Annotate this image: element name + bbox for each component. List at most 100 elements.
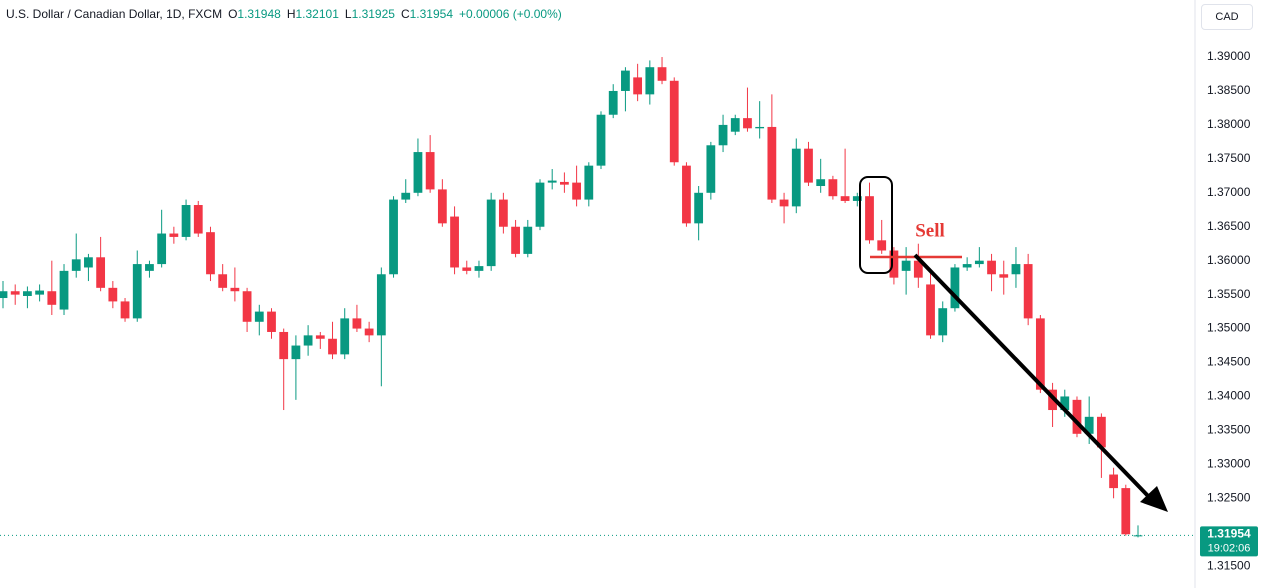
candle-body bbox=[877, 240, 887, 251]
candle-body bbox=[132, 264, 142, 319]
candle-body bbox=[108, 287, 118, 302]
candle-body bbox=[962, 264, 972, 268]
candle-body bbox=[865, 196, 874, 241]
candle-body bbox=[535, 182, 545, 227]
countdown-label: 19:02:06 bbox=[1208, 542, 1251, 554]
candle-body bbox=[254, 311, 264, 322]
y-tick-label: 1.32500 bbox=[1207, 490, 1251, 504]
candle-body bbox=[560, 181, 569, 185]
y-tick-label: 1.36000 bbox=[1207, 253, 1251, 267]
candle-body bbox=[352, 318, 362, 329]
candle-body bbox=[145, 264, 154, 271]
candle-body bbox=[889, 250, 899, 278]
candle-body bbox=[425, 152, 435, 190]
candle-body bbox=[193, 205, 203, 234]
candle-body bbox=[840, 196, 850, 201]
candle-body bbox=[852, 196, 862, 201]
symbol-title: U.S. Dollar / Canadian Dollar, 1D, FXCM bbox=[6, 7, 223, 21]
quote-value: 1.31925 bbox=[351, 7, 395, 21]
candle-body bbox=[181, 205, 191, 237]
y-tick-label: 1.37500 bbox=[1207, 151, 1251, 165]
candle-body bbox=[291, 345, 301, 360]
quote-letter: O bbox=[228, 7, 238, 21]
arrow-head bbox=[1140, 486, 1168, 512]
candle-body bbox=[0, 291, 8, 299]
candle-body bbox=[523, 226, 533, 254]
candle-body bbox=[645, 67, 655, 95]
candle-body bbox=[1072, 399, 1082, 434]
candle-body bbox=[816, 179, 826, 187]
candle-body bbox=[1096, 416, 1106, 448]
candle-body bbox=[596, 114, 606, 166]
candle-body bbox=[633, 77, 643, 95]
candle-body bbox=[498, 199, 508, 227]
candle-body bbox=[974, 260, 984, 265]
candle-body bbox=[389, 199, 398, 275]
y-tick-label: 1.31500 bbox=[1207, 558, 1251, 572]
symbol-header: U.S. Dollar / Canadian Dollar, 1D, FXCM O… bbox=[6, 7, 568, 21]
candle-body bbox=[401, 192, 411, 200]
candle-body bbox=[828, 179, 838, 197]
candle-body bbox=[791, 148, 801, 207]
candle-body bbox=[35, 290, 45, 295]
candle-body bbox=[328, 338, 337, 355]
candle-body bbox=[1133, 535, 1143, 537]
candle-body bbox=[657, 67, 667, 81]
candle-body bbox=[486, 199, 496, 267]
y-tick-label: 1.37000 bbox=[1207, 185, 1251, 199]
candle-body bbox=[169, 233, 179, 237]
candle-body bbox=[10, 291, 20, 295]
candle-body bbox=[474, 266, 484, 271]
candle-body bbox=[987, 260, 996, 275]
candle-body bbox=[901, 260, 911, 271]
y-tick-label: 1.38500 bbox=[1207, 83, 1251, 97]
candle-body bbox=[450, 216, 459, 268]
y-tick-label: 1.33500 bbox=[1207, 423, 1251, 437]
candle-body bbox=[315, 335, 325, 339]
y-tick-label: 1.38000 bbox=[1207, 117, 1251, 131]
y-tick-label: 1.36500 bbox=[1207, 219, 1251, 233]
candle-body bbox=[572, 182, 581, 200]
candle-body bbox=[913, 260, 923, 278]
last-price-label: 1.31954 bbox=[1207, 527, 1251, 541]
y-tick-label: 1.33000 bbox=[1207, 457, 1251, 471]
candle-body bbox=[1011, 264, 1021, 275]
candle-body bbox=[23, 291, 32, 296]
currency-button[interactable]: CAD bbox=[1201, 4, 1253, 30]
candle-body bbox=[47, 291, 57, 305]
candle-body bbox=[718, 124, 728, 146]
candle-body bbox=[340, 318, 350, 355]
trend-arrow bbox=[913, 253, 1152, 500]
candle-body bbox=[84, 257, 93, 268]
candle-body bbox=[706, 145, 716, 193]
candle-body bbox=[694, 192, 704, 224]
highlight-box bbox=[859, 176, 893, 274]
quote-letter: C bbox=[400, 7, 410, 21]
candle-body bbox=[364, 328, 374, 336]
candle-body bbox=[279, 331, 289, 360]
candle-body bbox=[1121, 488, 1131, 535]
quote-value: 1.31948 bbox=[237, 7, 281, 21]
candle-body bbox=[120, 301, 130, 319]
candle-body bbox=[804, 148, 813, 183]
quote-value: 1.31954 bbox=[409, 7, 454, 21]
sell-label: Sell bbox=[915, 220, 945, 241]
candle-body bbox=[303, 335, 313, 346]
candle-body bbox=[584, 165, 594, 200]
candle-body bbox=[206, 232, 215, 275]
candle-body bbox=[242, 291, 252, 322]
candle-body bbox=[157, 233, 167, 265]
candle-body bbox=[1109, 474, 1118, 489]
candle-body bbox=[96, 257, 106, 288]
candle-body bbox=[926, 284, 935, 336]
candle-body bbox=[413, 152, 423, 193]
candle-body bbox=[730, 118, 740, 132]
quote-letter: H bbox=[286, 7, 296, 21]
candle-body bbox=[682, 165, 691, 224]
y-tick-label: 1.34500 bbox=[1207, 355, 1251, 369]
candle-body bbox=[462, 267, 472, 271]
quote-value: 1.32101 bbox=[295, 7, 339, 21]
candle-body bbox=[1060, 396, 1070, 411]
candle-body bbox=[230, 287, 240, 292]
